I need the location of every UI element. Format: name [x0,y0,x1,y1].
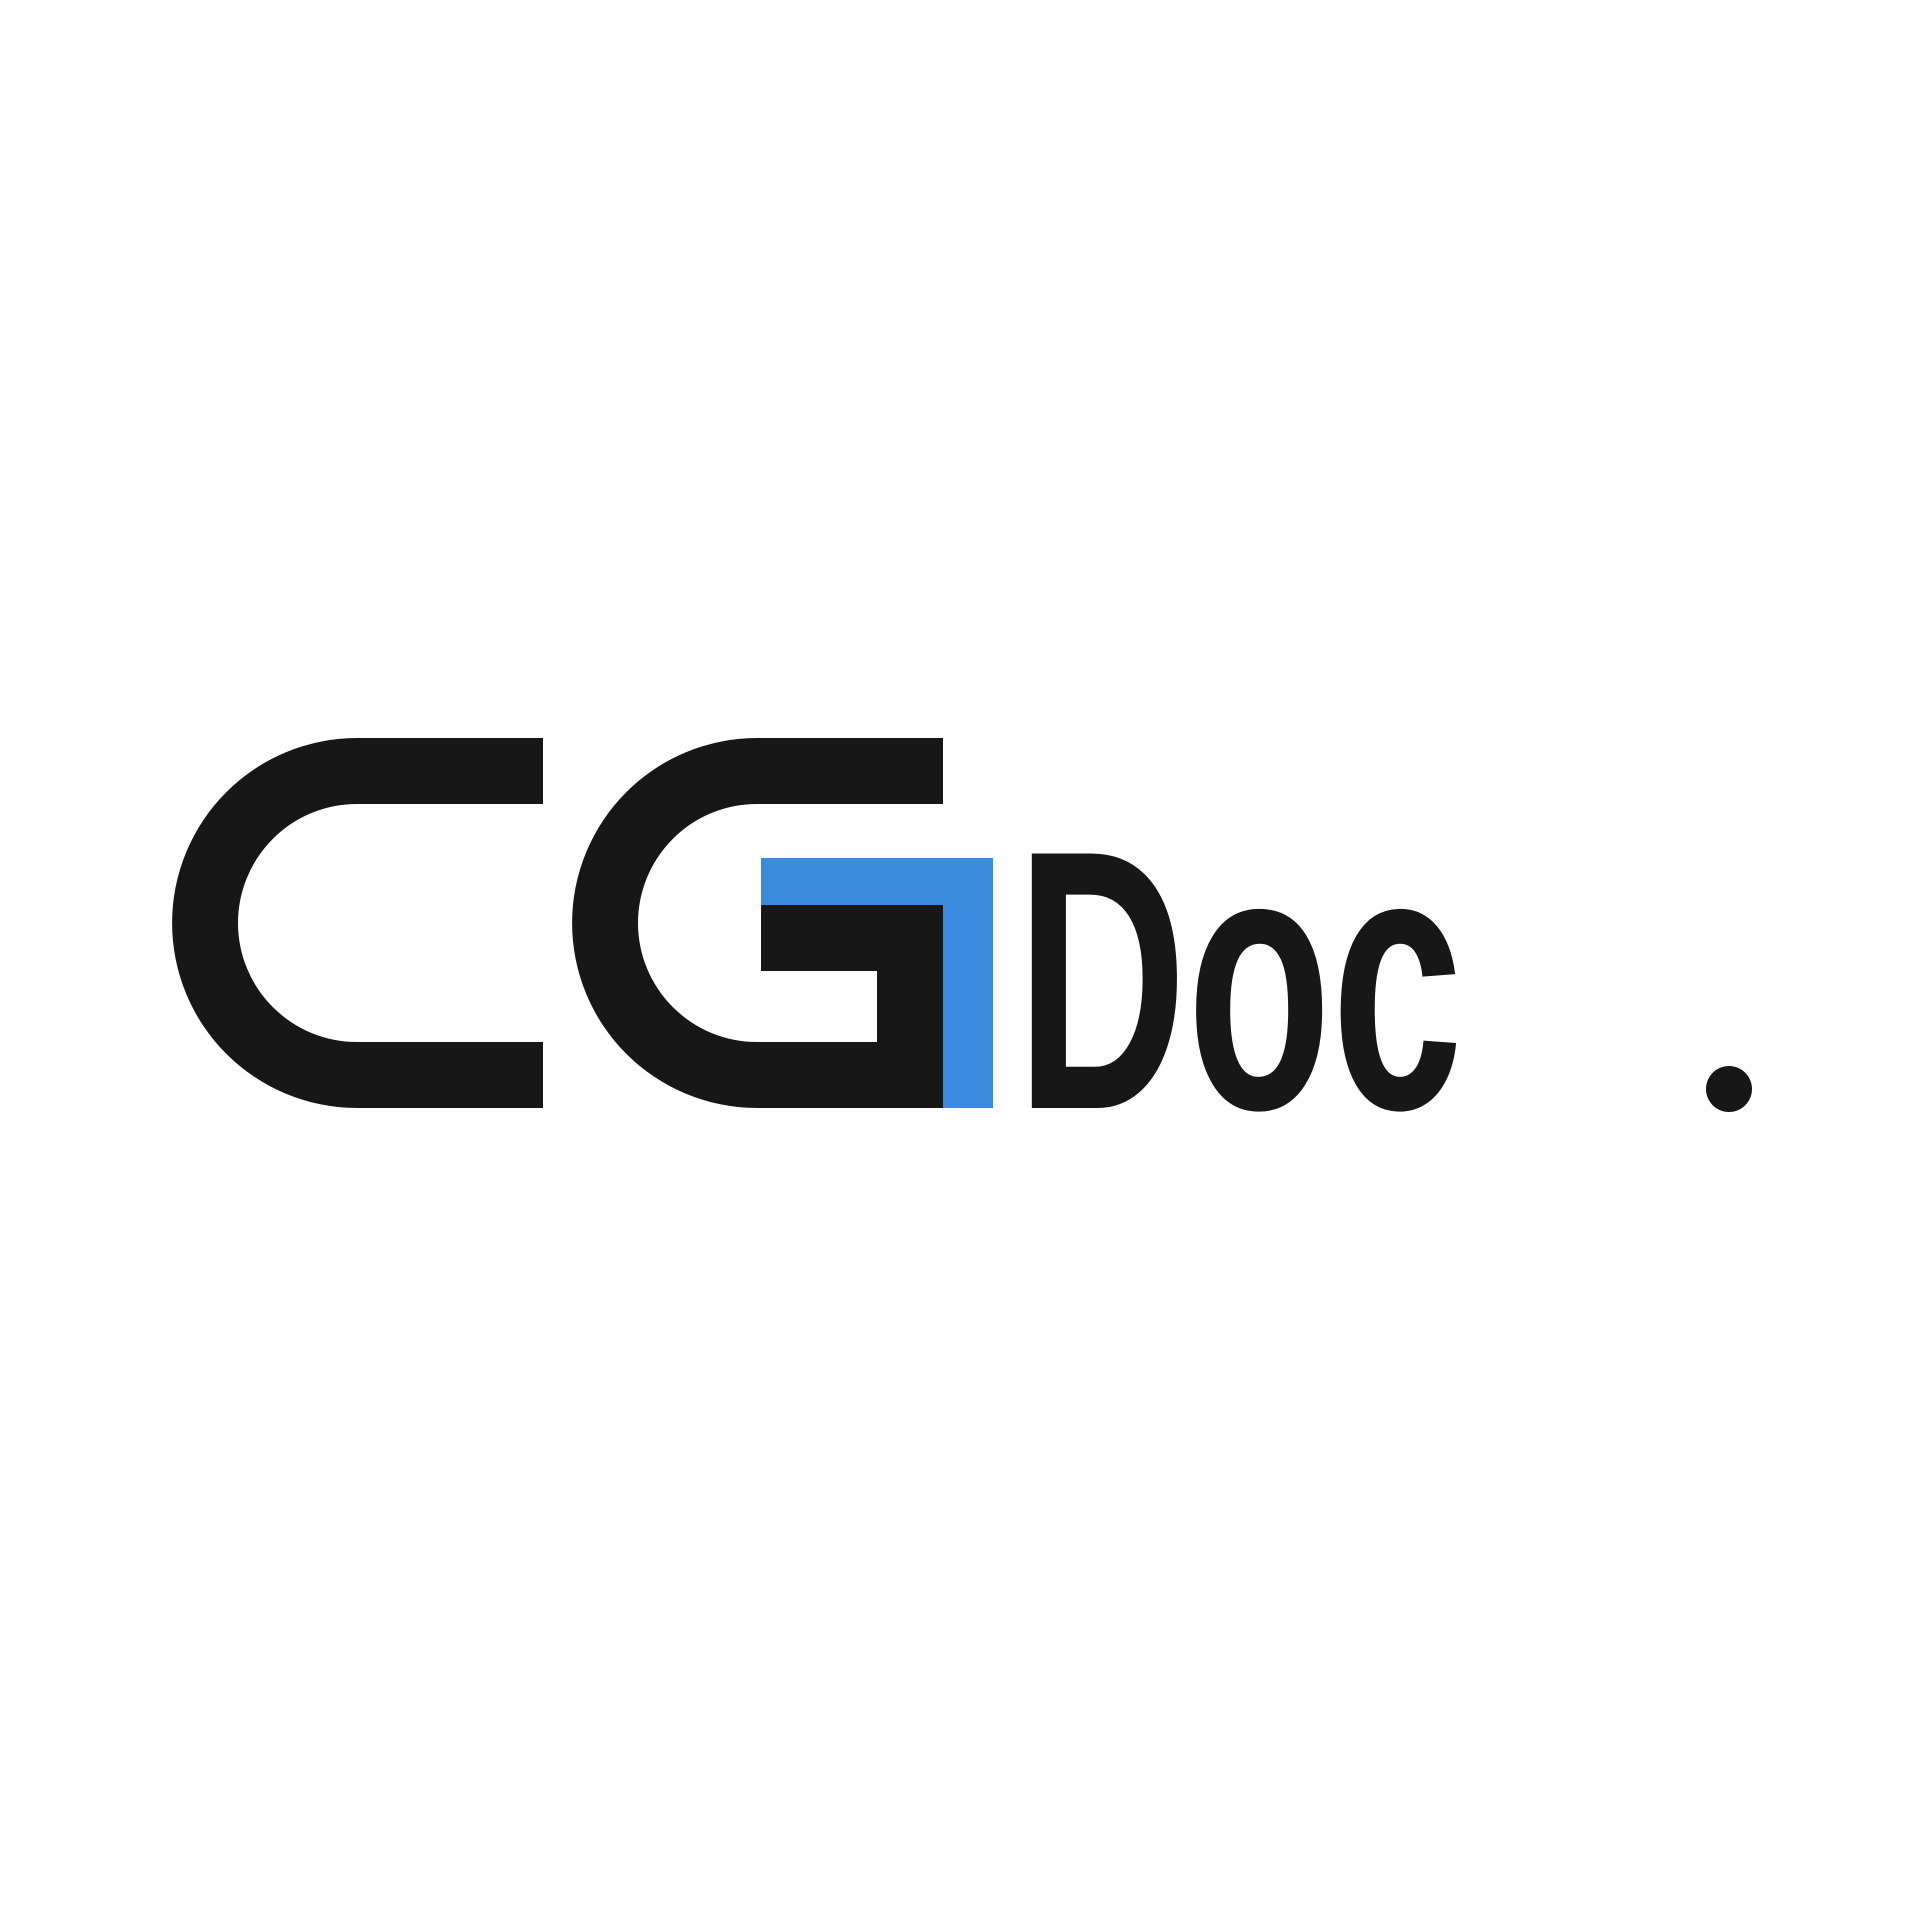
logo-word-doc: Doc [1016,774,1463,1187]
letter-c-shape [172,738,543,1108]
logo-period-dot [1706,1066,1752,1112]
letter-g-shape [572,738,943,1108]
